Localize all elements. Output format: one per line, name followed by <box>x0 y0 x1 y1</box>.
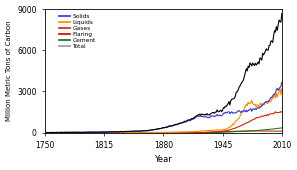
Y-axis label: Million Metric Tons of Carbon: Million Metric Tons of Carbon <box>6 21 12 121</box>
X-axis label: Year: Year <box>154 155 172 164</box>
Legend: Solids, Liquids, Gases, Flaring, Cement, Total: Solids, Liquids, Gases, Flaring, Cement,… <box>57 13 97 50</box>
